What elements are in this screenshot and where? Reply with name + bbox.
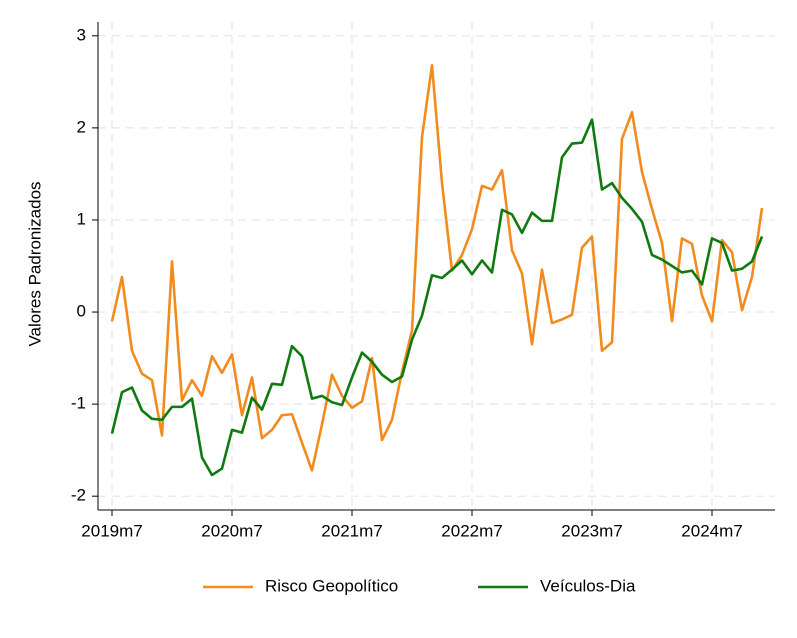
x-tick-label: 2019m7 xyxy=(81,521,142,540)
y-tick-label: 1 xyxy=(77,209,86,228)
y-tick-label: 2 xyxy=(77,117,86,136)
series-line xyxy=(110,118,764,477)
y-axis-title: Valores Padronizados xyxy=(25,181,44,346)
y-tick-label: -1 xyxy=(71,394,86,413)
y-tick-label: 3 xyxy=(77,25,86,44)
y-tick-label: -2 xyxy=(71,486,86,505)
x-tick-label: 2024m7 xyxy=(681,521,742,540)
x-tick-label: 2021m7 xyxy=(321,521,382,540)
legend-label: Risco Geopolítico xyxy=(265,576,398,595)
legend-label: Veículos-Dia xyxy=(540,576,636,595)
x-tick-label: 2020m7 xyxy=(201,521,262,540)
y-tick-label: 0 xyxy=(77,302,86,321)
x-tick-label: 2022m7 xyxy=(441,521,502,540)
series-line xyxy=(110,63,764,472)
x-tick-label: 2023m7 xyxy=(561,521,622,540)
